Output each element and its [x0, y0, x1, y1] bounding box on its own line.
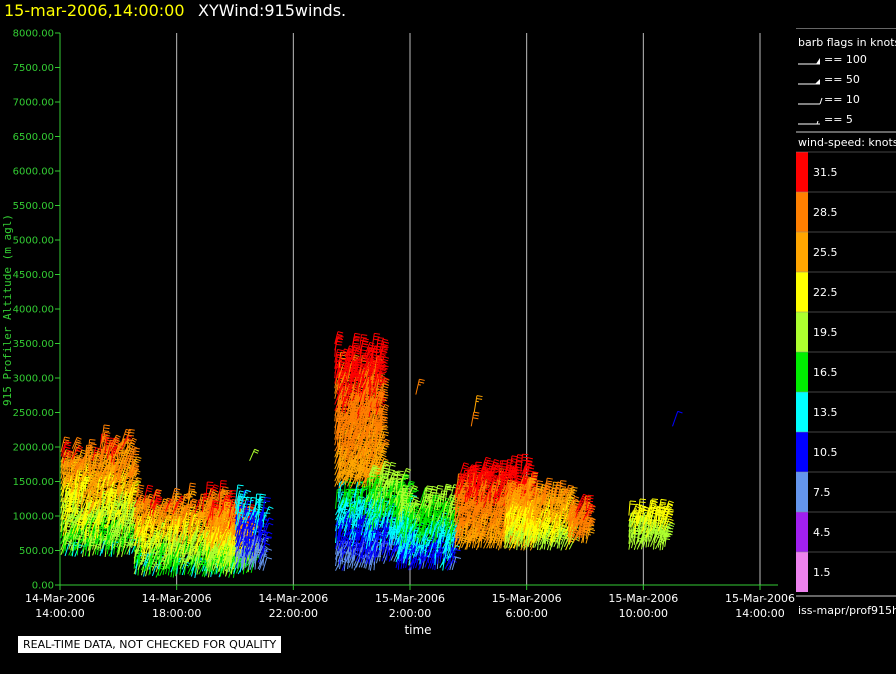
y-tick-label: 4500.00 [13, 270, 54, 281]
speed-legend-title: wind-speed: knots [798, 136, 896, 149]
barb-legend-label: == 10 [824, 93, 860, 106]
x-tick-date: 15-Mar-2006 [608, 592, 678, 605]
chart-time: 15-mar-2006,14:00:00 [4, 1, 185, 20]
speed-swatch [796, 232, 808, 272]
speed-swatch [796, 512, 808, 552]
speed-swatch [796, 152, 808, 192]
wind-barb [62, 449, 73, 464]
wind-barb [415, 378, 425, 395]
y-tick-label: 5000.00 [13, 236, 54, 247]
speed-legend-label: 13.5 [813, 406, 838, 419]
speed-swatch [796, 272, 808, 312]
legend-panel: barb flags in knots == 100 == 50 == 10 == 5… [796, 28, 896, 617]
x-axis-label: time [404, 623, 431, 637]
x-tick-date: 14-Mar-2006 [142, 592, 212, 605]
wind-barb [71, 436, 82, 449]
chart-product: XYWind:915winds. [198, 1, 347, 20]
x-tick-time: 22:00:00 [269, 607, 318, 620]
y-tick-label: 5500.00 [13, 201, 54, 212]
x-ticks: 14-Mar-2006 14:00:00 14-Mar-2006 18:00:00 14… [25, 585, 795, 620]
y-tick-label: 3000.00 [13, 374, 54, 385]
speed-legend-label: 4.5 [813, 526, 831, 539]
x-tick-date: 14-Mar-2006 [25, 592, 95, 605]
speed-legend-label: 10.5 [813, 446, 838, 459]
speed-swatch [796, 312, 808, 352]
speed-swatch [796, 552, 808, 592]
barb-layer [60, 331, 683, 579]
y-tick-label: 4000.00 [13, 305, 54, 316]
speed-legend-label: 28.5 [813, 206, 838, 219]
y-tick-label: 0.00 [32, 581, 54, 592]
y-tick-label: 1000.00 [13, 512, 54, 523]
half-barb-icon [798, 120, 820, 125]
y-ticks: 0.00 500.00 1000.00 1500.00 2000.00 2500.00 30… [13, 29, 60, 592]
wind-barb [262, 557, 273, 571]
y-tick-label: 1500.00 [13, 477, 54, 488]
y-tick-label: 2000.00 [13, 443, 54, 454]
wind-barb [249, 448, 260, 461]
x-tick-time: 6:00:00 [505, 607, 547, 620]
x-tick-date: 15-Mar-2006 [725, 592, 795, 605]
quality-warning: REAL-TIME DATA, NOT CHECKED FOR QUALITY [18, 636, 282, 653]
speed-legend-label: 25.5 [813, 246, 838, 259]
wind-barb [470, 411, 480, 427]
x-tick-date: 15-Mar-2006 [375, 592, 445, 605]
data-source-label: iss-mapr/prof915h [798, 604, 896, 617]
wind-barb [62, 441, 72, 458]
y-tick-label: 7000.00 [13, 98, 54, 109]
x-tick-time: 14:00:00 [35, 607, 84, 620]
axes [59, 33, 778, 586]
wind-barb [87, 439, 96, 455]
speed-swatch [796, 392, 808, 432]
speed-legend: 31.5 28.5 25.5 22.5 19.5 16.5 13.5 10.5 7.5 4.5 1.… [796, 151, 896, 592]
y-tick-label: 6000.00 [13, 167, 54, 178]
y-tick-label: 8000.00 [13, 29, 54, 40]
y-tick-label: 6500.00 [13, 132, 54, 143]
x-tick-time: 10:00:00 [619, 607, 668, 620]
x-tick-time: 14:00:00 [735, 607, 784, 620]
wind-barb [473, 395, 483, 413]
barb-legend: == 100 == 50 == 10 == 5 [798, 53, 867, 126]
wind-barb [672, 410, 683, 427]
speed-swatch [796, 472, 808, 512]
speed-legend-label: 31.5 [813, 166, 838, 179]
speed-legend-label: 1.5 [813, 566, 831, 579]
speed-swatch [796, 432, 808, 472]
y-axis-label: 915 Profiler Altitude (m agl) [1, 214, 14, 406]
speed-legend-label: 7.5 [813, 486, 831, 499]
speed-legend-label: 22.5 [813, 286, 838, 299]
y-tick-label: 3500.00 [13, 339, 54, 350]
wind-barb [101, 424, 110, 443]
barb-legend-title: barb flags in knots [798, 36, 896, 49]
wind-barb [71, 441, 82, 455]
barb-legend-label: == 50 [824, 73, 860, 86]
barb-legend-label: == 5 [824, 113, 853, 126]
x-tick-time: 2:00:00 [389, 607, 431, 620]
speed-swatch [796, 352, 808, 392]
x-tick-date: 15-Mar-2006 [492, 592, 562, 605]
y-tick-label: 2500.00 [13, 408, 54, 419]
barb-legend-label: == 100 [824, 53, 867, 66]
speed-legend-label: 16.5 [813, 366, 838, 379]
flag-barb-icon [798, 79, 820, 85]
y-tick-label: 7500.00 [13, 63, 54, 74]
x-tick-time: 18:00:00 [152, 607, 201, 620]
speed-swatch [796, 192, 808, 232]
speed-legend-label: 19.5 [813, 326, 838, 339]
x-tick-date: 14-Mar-2006 [258, 592, 328, 605]
full-barb-icon [798, 97, 823, 105]
y-tick-label: 500.00 [19, 546, 54, 557]
pennant-barb-icon [798, 58, 820, 65]
